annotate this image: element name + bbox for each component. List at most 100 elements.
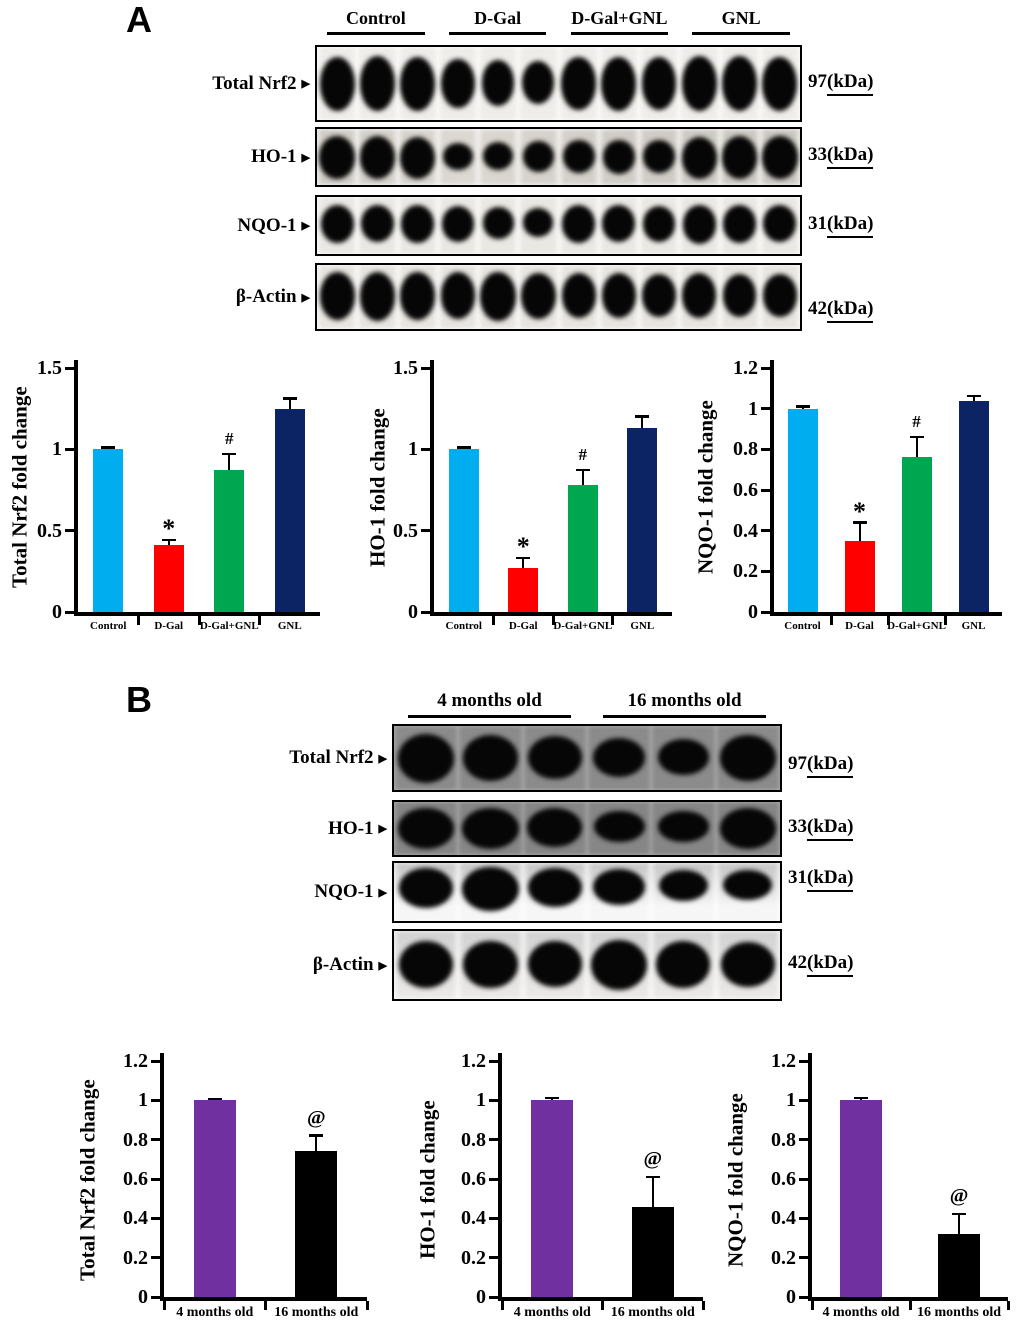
y-tick-label: 0.2: [461, 1246, 486, 1269]
blot-lane: [679, 129, 719, 185]
y-axis-title: Total Nrf2 fold change: [7, 386, 32, 589]
y-tick-mark: [799, 1256, 808, 1260]
blot-lane: [394, 863, 458, 921]
protein-band: [721, 56, 758, 112]
blot-lane: [523, 802, 587, 855]
y-tick-label: 0.8: [733, 438, 758, 461]
error-bar-line: [972, 396, 975, 401]
blot-box: [315, 195, 802, 256]
blot-lane: [716, 863, 780, 921]
y-tick-label: 0.6: [771, 1168, 796, 1190]
x-tick-label: Control: [445, 620, 482, 632]
y-tick-mark: [799, 1138, 808, 1142]
y-tick-mark: [799, 1177, 808, 1181]
x-axis-line: [808, 1297, 1008, 1301]
blot-lane: [559, 265, 599, 329]
protein-band: [658, 811, 709, 842]
y-tick-label: 1.2: [733, 357, 758, 379]
protein-band: [359, 136, 396, 180]
protein-name: HO-1: [328, 817, 374, 839]
x-axis-line: [498, 1297, 703, 1301]
y-tick-label: 0.8: [461, 1128, 486, 1151]
protein-name: NQO-1: [314, 881, 374, 902]
significance-asterisk: *: [162, 514, 176, 544]
blot-lane: [523, 931, 587, 999]
protein-band: [359, 271, 396, 321]
y-tick-label: 1.2: [123, 1050, 148, 1072]
y-tick-label: 0.4: [123, 1207, 148, 1230]
error-bar-cap: [909, 435, 924, 439]
group-header-label: GNL: [721, 8, 761, 28]
bar-gnl: [627, 428, 658, 612]
blot-lane: [478, 47, 518, 120]
blot-lane: [478, 129, 518, 185]
y-tick-label: 0.6: [733, 479, 758, 501]
error-bar-cap: [282, 397, 297, 400]
error-bar-line: [315, 1135, 318, 1152]
protein-band: [398, 867, 454, 909]
blot-lane: [639, 47, 679, 120]
error-bar-cap: [456, 446, 471, 449]
error-bar-line: [651, 1177, 654, 1207]
protein-label: HO-1 ▶: [157, 800, 387, 857]
error-bar-cap: [161, 538, 176, 542]
protein-band: [397, 733, 455, 783]
protein-label: β-Actin ▶: [157, 929, 387, 1001]
y-tick-mark: [489, 1256, 498, 1260]
bar-gnl: [274, 408, 305, 612]
panel-a-label: A: [126, 0, 152, 40]
x-tick-label: D-Gal: [508, 620, 538, 632]
blot-box: [392, 861, 782, 923]
blot-lane: [398, 47, 438, 120]
blot-lane: [478, 197, 518, 254]
bar-control: [448, 449, 479, 612]
significance-at: @: [643, 1148, 663, 1171]
y-axis-line: [770, 360, 774, 616]
kda-label: 42(kDa): [788, 952, 854, 977]
x-tick-label: D-Gal+GNL: [887, 620, 946, 632]
group-header-label: 16 months old: [627, 690, 742, 711]
y-tick-mark: [65, 529, 74, 533]
blot-lane: [559, 197, 599, 254]
error-bar-cap: [852, 521, 867, 524]
bar-d-gal: [844, 540, 875, 612]
y-tick-mark: [799, 1216, 808, 1220]
band-arrow-icon: ▶: [301, 220, 310, 232]
band-arrow-icon: ▶: [301, 151, 310, 164]
protein-band: [481, 60, 515, 106]
y-tick-mark: [489, 1098, 498, 1102]
protein-label: β-Actin ▶: [80, 263, 310, 331]
protein-band: [762, 56, 798, 111]
x-tick-mark: [829, 616, 833, 625]
y-tick-mark: [761, 610, 770, 614]
kda-label: 33(kDa): [808, 144, 874, 169]
y-tick-label: 0: [786, 1286, 796, 1308]
x-tick-label: 16 months old: [916, 1305, 1002, 1320]
group-header: Control: [315, 8, 437, 35]
x-tick-label: D-Gal: [154, 620, 184, 632]
protein-band: [681, 136, 717, 179]
kda-label: 31(kDa): [808, 213, 874, 238]
protein-band: [521, 272, 556, 319]
y-tick-mark: [761, 529, 770, 533]
x-tick-mark: [611, 616, 614, 625]
blot-lane: [438, 265, 478, 329]
protein-label: NQO-1 ▶: [157, 861, 387, 923]
band-arrow-icon: ▶: [301, 291, 310, 304]
kda-label: 97(kDa): [788, 753, 854, 778]
blot-lane: [438, 47, 478, 120]
y-axis-line: [160, 1053, 164, 1301]
blot-lane: [518, 197, 558, 254]
group-header-underline: [407, 715, 572, 718]
blot-lane: [458, 863, 522, 921]
x-tick-mark: [601, 1301, 604, 1310]
protein-band: [523, 208, 554, 237]
y-axis-line: [498, 1053, 502, 1301]
blot-lane: [398, 129, 438, 185]
blot-lane: [523, 863, 587, 921]
blot-lane: [458, 931, 522, 999]
error-bar-cap: [222, 452, 237, 456]
bar-control: [93, 449, 124, 612]
panel-b-label: B: [126, 679, 152, 720]
blot-lane: [587, 931, 651, 999]
